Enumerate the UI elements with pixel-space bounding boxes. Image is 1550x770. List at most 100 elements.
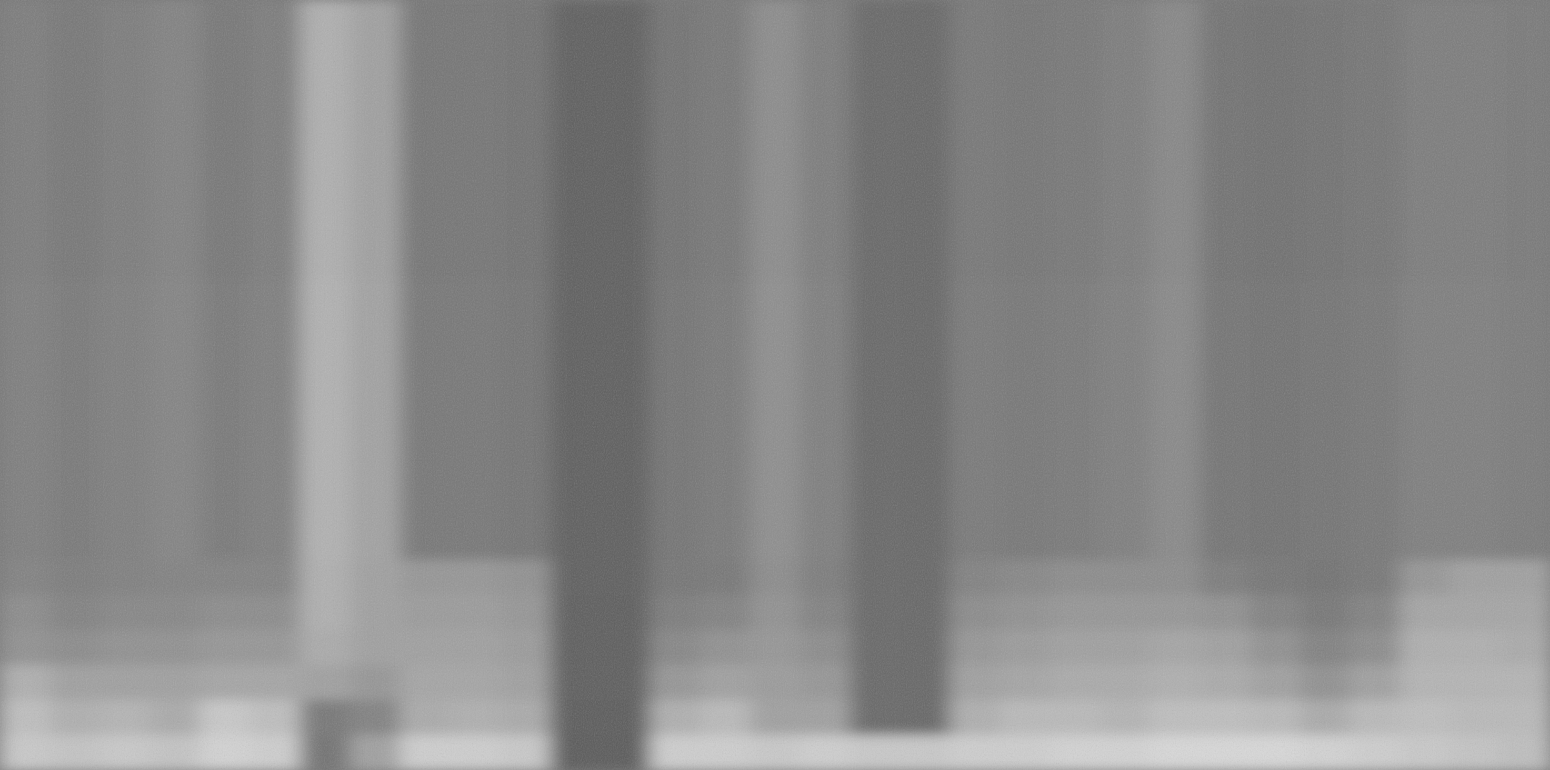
heatmap-cell — [400, 0, 451, 36]
heatmap-cell — [600, 490, 651, 526]
heatmap-cell — [700, 0, 751, 36]
heatmap-cell — [750, 350, 801, 386]
heatmap-cell — [1450, 385, 1501, 421]
heatmap-cell — [800, 420, 851, 456]
heatmap-cell — [950, 210, 1001, 246]
heatmap-cell — [0, 630, 51, 666]
heatmap-cell — [1000, 350, 1051, 386]
heatmap-cell — [700, 70, 751, 106]
heatmap-cell — [250, 525, 301, 561]
heatmap-cell — [350, 245, 401, 281]
heatmap-cell — [950, 455, 1001, 491]
heatmap-cell — [450, 595, 501, 631]
heatmap-cell — [600, 735, 651, 770]
heatmap-cell — [0, 735, 51, 770]
heatmap-cell — [600, 560, 651, 596]
heatmap-cell — [1300, 175, 1351, 211]
heatmap-cell — [450, 665, 501, 701]
heatmap-cell — [50, 245, 101, 281]
heatmap-cell — [200, 315, 251, 351]
heatmap-cell — [950, 700, 1001, 736]
heatmap-cell — [950, 315, 1001, 351]
heatmap-cell — [350, 735, 401, 770]
heatmap-cell — [450, 70, 501, 106]
heatmap-cell — [1350, 140, 1401, 176]
heatmap-cell — [1050, 70, 1101, 106]
heatmap-cell — [1500, 210, 1550, 246]
heatmap-cell — [1250, 315, 1301, 351]
heatmap-cell — [1000, 105, 1051, 141]
heatmap-cell — [1450, 245, 1501, 281]
heatmap-cell — [500, 665, 551, 701]
heatmap-cell — [600, 280, 651, 316]
heatmap-cell — [950, 140, 1001, 176]
heatmap-cell — [850, 630, 901, 666]
heatmap-cell — [50, 0, 101, 36]
heatmap-cell — [150, 280, 201, 316]
heatmap-cell — [1500, 280, 1550, 316]
heatmap-cell — [1200, 420, 1251, 456]
heatmap-cell — [1100, 560, 1151, 596]
heatmap-cell — [1050, 385, 1101, 421]
heatmap-cell — [900, 280, 951, 316]
heatmap-cell — [1300, 455, 1351, 491]
heatmap-cell — [700, 245, 751, 281]
heatmap-cell — [950, 35, 1001, 71]
heatmap-cell — [300, 525, 351, 561]
heatmap-cell — [750, 420, 801, 456]
heatmap-cell — [100, 245, 151, 281]
heatmap-cell — [200, 280, 251, 316]
heatmap-cell — [900, 735, 951, 770]
heatmap-cell — [1200, 35, 1251, 71]
heatmap-cell — [350, 455, 401, 491]
heatmap-cell — [650, 210, 701, 246]
heatmap-cell — [1050, 420, 1101, 456]
heatmap-cell — [800, 280, 851, 316]
heatmap-cell — [1500, 560, 1550, 596]
heatmap-cell — [400, 560, 451, 596]
heatmap-cell — [300, 245, 351, 281]
heatmap-cell — [800, 455, 851, 491]
heatmap-cell — [250, 735, 301, 770]
heatmap-cell — [950, 735, 1001, 770]
heatmap-cell — [1300, 665, 1351, 701]
heatmap-cell — [1400, 630, 1451, 666]
heatmap-cell — [750, 210, 801, 246]
heatmap-cell — [1350, 665, 1401, 701]
heatmap-cell — [800, 210, 851, 246]
heatmap-cell — [700, 175, 751, 211]
heatmap-cell — [400, 350, 451, 386]
heatmap-cell — [50, 420, 101, 456]
heatmap-cell — [1400, 315, 1451, 351]
heatmap-cell — [700, 700, 751, 736]
heatmap-cell — [1400, 280, 1451, 316]
heatmap-cell — [600, 665, 651, 701]
heatmap-cell — [950, 630, 1001, 666]
heatmap-cell — [1050, 245, 1101, 281]
heatmap-cell — [0, 70, 51, 106]
heatmap-cell — [150, 525, 201, 561]
heatmap-cell — [1150, 0, 1201, 36]
heatmap-cell — [300, 70, 351, 106]
heatmap-cell — [750, 105, 801, 141]
heatmap-cell — [650, 455, 701, 491]
heatmap-cell — [50, 105, 101, 141]
heatmap-cell — [800, 0, 851, 36]
heatmap-cell — [850, 70, 901, 106]
heatmap-cell — [800, 105, 851, 141]
heatmap-cell — [1200, 350, 1251, 386]
heatmap-cell — [50, 595, 101, 631]
heatmap-cell — [1050, 315, 1101, 351]
heatmap-cell — [0, 455, 51, 491]
heatmap-cell — [1250, 595, 1301, 631]
heatmap-cell — [250, 455, 301, 491]
heatmap-cell — [0, 35, 51, 71]
heatmap-cell — [850, 245, 901, 281]
heatmap-cell — [600, 35, 651, 71]
heatmap-cell — [500, 595, 551, 631]
heatmap-cell — [850, 560, 901, 596]
heatmap-cell — [900, 630, 951, 666]
heatmap-cell — [1200, 210, 1251, 246]
heatmap-cell — [500, 700, 551, 736]
heatmap-cell — [1400, 140, 1451, 176]
